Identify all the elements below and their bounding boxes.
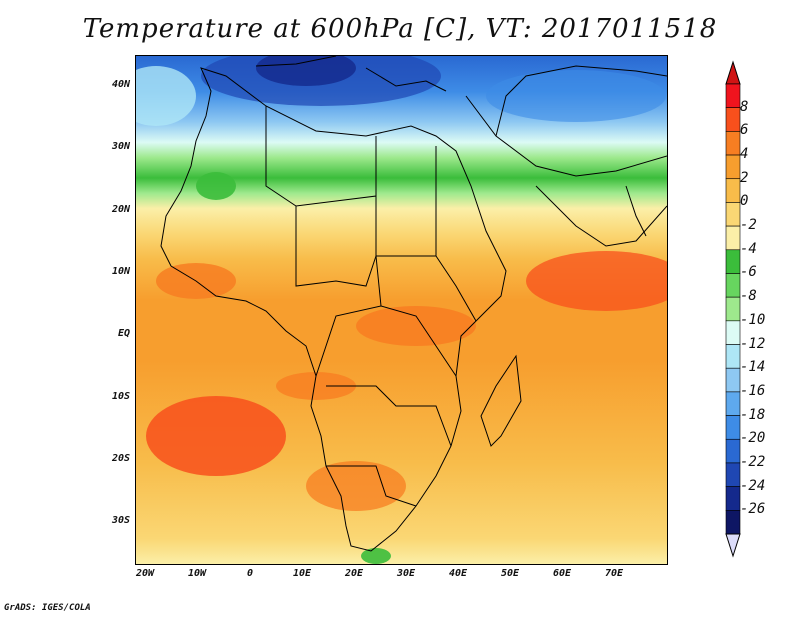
colorbar-label: 2 (740, 169, 749, 186)
lon-label-70e: 70E (604, 568, 624, 579)
colorbar-label: -22 (740, 453, 766, 470)
lon-label-0: 0 (246, 568, 254, 579)
colorbar-label: -14 (740, 359, 766, 376)
colorbar-label: -6 (740, 264, 757, 281)
credit-text: GrADS: IGES/COLA (4, 603, 91, 613)
colorbar-bin (725, 154, 741, 180)
map-title: Temperature at 600hPa [C], VT: 201701151… (82, 14, 718, 44)
lon-label-20e: 20E (344, 568, 364, 579)
colorbar-bin (725, 462, 741, 487)
lon-label-30e: 30E (396, 568, 416, 579)
colorbar-label: -20 (740, 430, 766, 447)
colorbar-bin (725, 415, 741, 440)
colorbar-label: -10 (740, 311, 766, 328)
lat-label-10s: 10S (111, 391, 130, 402)
colorbar-over-arrow (725, 60, 741, 85)
colorbar-label: -16 (740, 382, 766, 399)
colorbar-bin (725, 486, 741, 511)
colorbar-bin (725, 202, 741, 227)
colorbar-label: -4 (740, 240, 757, 257)
colorbar-bin (725, 225, 741, 251)
lon-label-20w: 20W (135, 568, 155, 579)
colorbar-bin (725, 438, 741, 464)
colorbar-label: -2 (740, 217, 757, 234)
colorbar (725, 60, 741, 558)
colorbar-bin (725, 83, 741, 108)
map-panel (135, 55, 668, 565)
lon-label-50e: 50E (500, 568, 520, 579)
colorbar-under-arrow (725, 533, 741, 558)
lat-label-30n: 30N (111, 141, 130, 152)
colorbar-bin (725, 273, 741, 298)
colorbar-bin (725, 344, 741, 369)
colorbar-bin (725, 510, 741, 535)
colorbar-label: -24 (740, 477, 766, 494)
colorbar-bin (725, 391, 741, 416)
lat-label-10n: 10N (111, 266, 130, 277)
lat-label-40n: 40N (111, 79, 130, 90)
lat-label-30s: 30S (111, 515, 130, 526)
lat-label-eq: EQ (117, 328, 130, 339)
lat-label-20n: 20N (111, 204, 130, 215)
lat-label-20s: 20S (111, 453, 130, 464)
colorbar-bin (725, 178, 741, 203)
colorbar-label: -26 (740, 501, 766, 518)
lon-label-60e: 60E (552, 568, 572, 579)
temperature-field (136, 56, 667, 564)
colorbar-bin (725, 320, 741, 345)
colorbar-label: -18 (740, 406, 766, 423)
colorbar-label: -8 (740, 288, 757, 305)
colorbar-bin (725, 131, 741, 156)
colorbar-label: 4 (740, 146, 749, 163)
colorbar-label: 6 (740, 122, 749, 139)
colorbar-bin (725, 296, 741, 322)
lon-label-10w: 10W (187, 568, 207, 579)
colorbar-bin (725, 249, 741, 274)
lon-label-10e: 10E (292, 568, 312, 579)
colorbar-label: 8 (740, 98, 749, 115)
colorbar-bin (725, 107, 741, 132)
lon-label-40e: 40E (448, 568, 468, 579)
colorbar-label: -12 (740, 335, 766, 352)
colorbar-label: 0 (740, 193, 749, 210)
colorbar-bin (725, 367, 741, 393)
